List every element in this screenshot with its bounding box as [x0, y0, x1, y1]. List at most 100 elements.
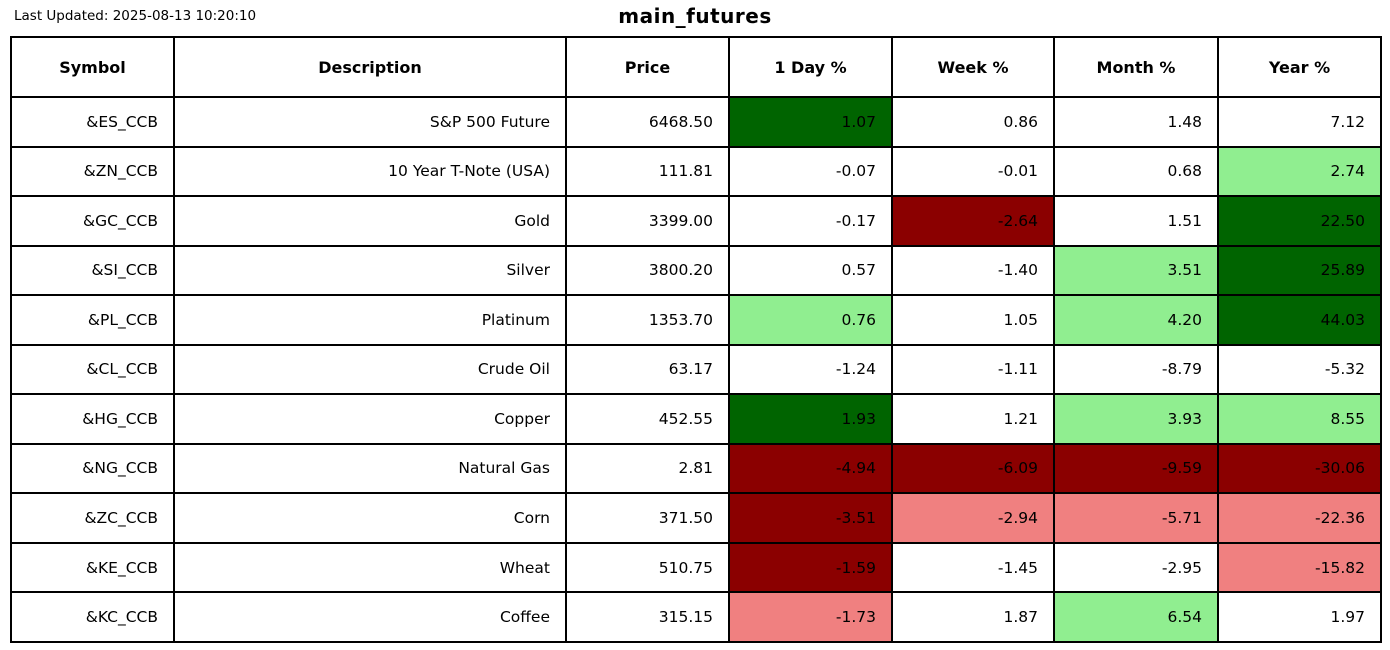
price-cell: 510.75	[565, 541, 730, 594]
symbol-cell: &CL_CCB	[10, 343, 175, 396]
day-pct-cell: -4.94	[728, 442, 893, 495]
column-header-1-day: 1 Day %	[728, 36, 893, 98]
description-cell: Natural Gas	[173, 442, 567, 495]
year-pct-cell: 25.89	[1217, 244, 1382, 297]
description-cell: Gold	[173, 195, 567, 247]
column-header-description: Description	[173, 36, 567, 98]
day-pct-cell: 1.93	[728, 393, 893, 445]
month-pct-cell: 3.93	[1053, 393, 1219, 445]
description-cell: Copper	[173, 393, 567, 445]
symbol-cell: &PL_CCB	[10, 294, 175, 346]
table-row: &GC_CCB Gold 3399.00 -0.17 -2.64 1.51 22.50	[10, 195, 1382, 247]
month-pct-cell: -5.71	[1053, 492, 1219, 544]
description-cell: Silver	[173, 244, 567, 297]
day-pct-cell: -0.17	[728, 195, 893, 247]
table-row: &CL_CCB Crude Oil 63.17 -1.24 -1.11 -8.79 -5.3…	[10, 343, 1382, 396]
price-cell: 63.17	[565, 343, 730, 396]
table-row: &KC_CCB Coffee 315.15 -1.73 1.87 6.54 1.97	[10, 591, 1382, 643]
day-pct-cell: 0.76	[728, 294, 893, 346]
week-pct-cell: -1.45	[891, 541, 1055, 594]
price-cell: 2.81	[565, 442, 730, 495]
price-cell: 1353.70	[565, 294, 730, 346]
column-header-symbol: Symbol	[10, 36, 175, 98]
symbol-cell: &ES_CCB	[10, 96, 175, 148]
year-pct-cell: -30.06	[1217, 442, 1382, 495]
month-pct-cell: 1.48	[1053, 96, 1219, 148]
symbol-cell: &NG_CCB	[10, 442, 175, 495]
table-body: &ES_CCB S&P 500 Future 6468.50 1.07 0.86 1.48…	[10, 96, 1382, 643]
description-cell: Corn	[173, 492, 567, 544]
day-pct-cell: -1.24	[728, 343, 893, 396]
price-cell: 3800.20	[565, 244, 730, 297]
price-cell: 3399.00	[565, 195, 730, 247]
month-pct-cell: 1.51	[1053, 195, 1219, 247]
description-cell: Platinum	[173, 294, 567, 346]
week-pct-cell: -6.09	[891, 442, 1055, 495]
table-row: &KE_CCB Wheat 510.75 -1.59 -1.45 -2.95 -15.82	[10, 541, 1382, 594]
symbol-cell: &KE_CCB	[10, 541, 175, 594]
month-pct-cell: 3.51	[1053, 244, 1219, 297]
futures-table: Symbol Description Price 1 Day % Week % Month…	[10, 36, 1382, 643]
column-header-month: Month %	[1053, 36, 1219, 98]
table-row: &SI_CCB Silver 3800.20 0.57 -1.40 3.51 25.89	[10, 244, 1382, 297]
symbol-cell: &KC_CCB	[10, 591, 175, 643]
table-row: &ZN_CCB 10 Year T-Note (USA) 111.81 -0.07 -0…	[10, 145, 1382, 198]
week-pct-cell: 1.87	[891, 591, 1055, 643]
table-row: &ZC_CCB Corn 371.50 -3.51 -2.94 -5.71 -22.36	[10, 492, 1382, 544]
table-row: &NG_CCB Natural Gas 2.81 -4.94 -6.09 -9.59 -30…	[10, 442, 1382, 495]
week-pct-cell: 1.05	[891, 294, 1055, 346]
year-pct-cell: -5.32	[1217, 343, 1382, 396]
day-pct-cell: -1.73	[728, 591, 893, 643]
symbol-cell: &ZC_CCB	[10, 492, 175, 544]
header-row: Symbol Description Price 1 Day % Week % Month…	[10, 36, 1382, 98]
month-pct-cell: 6.54	[1053, 591, 1219, 643]
day-pct-cell: -1.59	[728, 541, 893, 594]
week-pct-cell: 0.86	[891, 96, 1055, 148]
week-pct-cell: -1.11	[891, 343, 1055, 396]
year-pct-cell: 2.74	[1217, 145, 1382, 198]
price-cell: 6468.50	[565, 96, 730, 148]
description-cell: 10 Year T-Note (USA)	[173, 145, 567, 198]
price-cell: 111.81	[565, 145, 730, 198]
price-cell: 371.50	[565, 492, 730, 544]
week-pct-cell: -1.40	[891, 244, 1055, 297]
week-pct-cell: -0.01	[891, 145, 1055, 198]
page-title: main_futures	[618, 4, 772, 28]
day-pct-cell: 1.07	[728, 96, 893, 148]
month-pct-cell: 4.20	[1053, 294, 1219, 346]
price-cell: 315.15	[565, 591, 730, 643]
symbol-cell: &GC_CCB	[10, 195, 175, 247]
year-pct-cell: -15.82	[1217, 541, 1382, 594]
month-pct-cell: -8.79	[1053, 343, 1219, 396]
price-cell: 452.55	[565, 393, 730, 445]
futures-table-wrap: Symbol Description Price 1 Day % Week % Month…	[10, 36, 1382, 643]
month-pct-cell: 0.68	[1053, 145, 1219, 198]
year-pct-cell: 22.50	[1217, 195, 1382, 247]
description-cell: Coffee	[173, 591, 567, 643]
year-pct-cell: 8.55	[1217, 393, 1382, 445]
year-pct-cell: 44.03	[1217, 294, 1382, 346]
description-cell: Wheat	[173, 541, 567, 594]
symbol-cell: &HG_CCB	[10, 393, 175, 445]
month-pct-cell: -2.95	[1053, 541, 1219, 594]
description-cell: S&P 500 Future	[173, 96, 567, 148]
year-pct-cell: -22.36	[1217, 492, 1382, 544]
table-row: &PL_CCB Platinum 1353.70 0.76 1.05 4.20 44.03	[10, 294, 1382, 346]
column-header-price: Price	[565, 36, 730, 98]
table-row: &HG_CCB Copper 452.55 1.93 1.21 3.93 8.55	[10, 393, 1382, 445]
week-pct-cell: -2.94	[891, 492, 1055, 544]
week-pct-cell: -2.64	[891, 195, 1055, 247]
column-header-week: Week %	[891, 36, 1055, 98]
day-pct-cell: -0.07	[728, 145, 893, 198]
day-pct-cell: 0.57	[728, 244, 893, 297]
week-pct-cell: 1.21	[891, 393, 1055, 445]
day-pct-cell: -3.51	[728, 492, 893, 544]
last-updated-label: Last Updated: 2025-08-13 10:20:10	[14, 8, 257, 24]
column-header-year: Year %	[1217, 36, 1382, 98]
symbol-cell: &ZN_CCB	[10, 145, 175, 198]
month-pct-cell: -9.59	[1053, 442, 1219, 495]
description-cell: Crude Oil	[173, 343, 567, 396]
year-pct-cell: 7.12	[1217, 96, 1382, 148]
year-pct-cell: 1.97	[1217, 591, 1382, 643]
